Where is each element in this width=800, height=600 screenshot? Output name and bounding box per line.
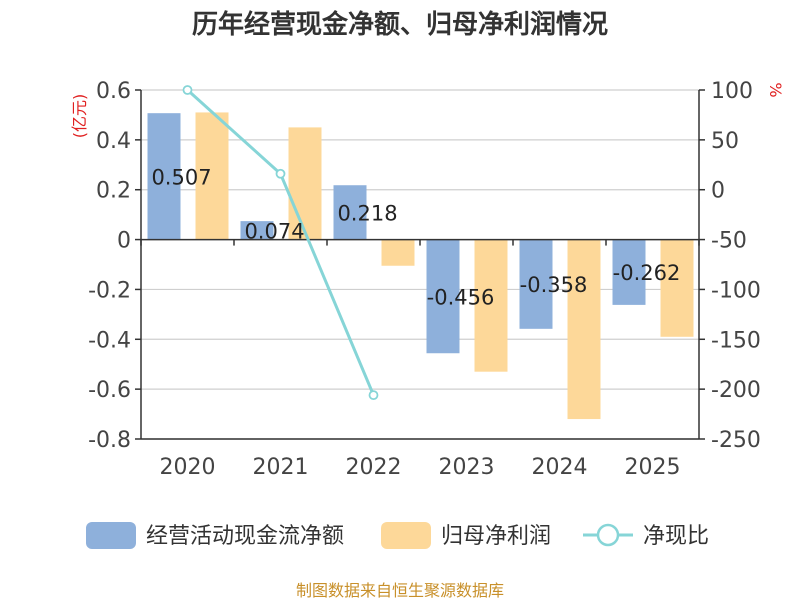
bars — [147, 112, 694, 420]
net-profit-bar — [288, 127, 322, 240]
cashflow-bar — [612, 239, 646, 305]
legend-label-ratio: 净现比 — [643, 524, 709, 549]
chart-title: 历年经营现金净额、归母净利润情况 — [192, 9, 608, 40]
left-tick-label: -0.4 — [88, 328, 131, 353]
right-tick-label: 0 — [711, 179, 725, 204]
cashflow-data-label: -0.358 — [520, 273, 588, 297]
right-tick-label: -200 — [711, 378, 761, 403]
left-tick-label: -0.2 — [88, 278, 131, 303]
x-tick-label: 2020 — [160, 455, 216, 480]
x-tick-label: 2021 — [253, 455, 309, 480]
left-axis-ticks: 0.6 0.4 0.2 0 -0.2 -0.4 -0.6 -0.8 — [88, 79, 131, 453]
cashflow-bar — [333, 185, 367, 240]
right-tick-label: -100 — [711, 278, 761, 303]
cashflow-bar — [240, 221, 274, 240]
cashflow-bar — [147, 113, 181, 240]
x-tick-label: 2023 — [439, 455, 495, 480]
left-tick-label: 0.6 — [96, 79, 131, 104]
data-labels: 0.507 0.074 0.218 -0.456 -0.358 -0.262 — [151, 165, 680, 309]
left-tick-label: -0.6 — [88, 378, 131, 403]
x-tick-label: 2024 — [532, 455, 588, 480]
ratio-point — [368, 390, 379, 401]
right-tick-label: -250 — [711, 428, 761, 453]
left-tick-label: -0.8 — [88, 428, 131, 453]
net-profit-bar — [660, 239, 694, 337]
cashflow-data-label: 0.507 — [151, 165, 211, 189]
right-tick-label: 50 — [711, 129, 739, 154]
x-tick-label: 2025 — [625, 455, 681, 480]
legend-label-cashflow: 经营活动现金流净额 — [146, 524, 344, 549]
legend-swatch-cashflow — [86, 522, 136, 549]
source-note: 制图数据来自恒生聚源数据库 — [296, 581, 504, 600]
net-profit-bar — [474, 239, 508, 372]
net-profit-bar — [381, 239, 415, 266]
cashflow-data-label: -0.262 — [613, 261, 681, 285]
legend-label-net-profit: 归母净利润 — [441, 524, 551, 549]
cashflow-bar — [519, 239, 553, 329]
axes — [135, 89, 705, 440]
cashflow-data-label: 0.218 — [337, 201, 397, 225]
legend-swatch-net-profit — [381, 522, 431, 549]
right-tick-label: 100 — [711, 79, 753, 104]
left-tick-label: 0.4 — [96, 129, 131, 154]
cashflow-data-label: -0.456 — [427, 285, 495, 309]
net-profit-bar — [567, 239, 601, 420]
cashflow-bar — [426, 239, 460, 354]
legend: 经营活动现金流净额 归母净利润 净现比 — [86, 522, 709, 549]
ratio-point — [182, 85, 193, 95]
left-axis-unit: (亿元) — [70, 94, 89, 139]
right-tick-label: -50 — [711, 229, 747, 254]
x-axis-ticks: 2020 2021 2022 2023 2024 2025 — [160, 455, 681, 480]
ratio-point — [275, 168, 286, 179]
net-profit-bar — [195, 112, 229, 240]
left-tick-label: 0 — [117, 229, 131, 254]
cashflow-data-label: 0.074 — [244, 219, 304, 243]
legend-swatch-ratio-marker — [596, 523, 620, 547]
right-axis-ticks: 100 50 0 -50 -100 -150 -200 -250 — [711, 79, 761, 453]
x-tick-label: 2022 — [346, 455, 402, 480]
ratio-line-series — [182, 85, 379, 401]
left-tick-label: 0.2 — [96, 179, 131, 204]
right-axis-unit: % — [766, 82, 785, 97]
right-tick-label: -150 — [711, 328, 761, 353]
